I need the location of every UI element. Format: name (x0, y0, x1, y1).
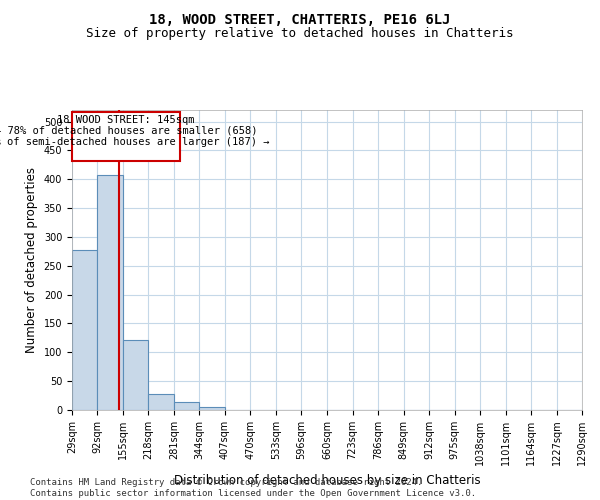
Y-axis label: Number of detached properties: Number of detached properties (25, 167, 38, 353)
Text: 18, WOOD STREET, CHATTERIS, PE16 6LJ: 18, WOOD STREET, CHATTERIS, PE16 6LJ (149, 12, 451, 26)
Text: Size of property relative to detached houses in Chatteris: Size of property relative to detached ho… (86, 28, 514, 40)
Text: 18 WOOD STREET: 145sqm: 18 WOOD STREET: 145sqm (57, 115, 194, 125)
Bar (97, 175, 123, 410)
FancyBboxPatch shape (72, 112, 179, 161)
Text: ← 78% of detached houses are smaller (658): ← 78% of detached houses are smaller (65… (0, 126, 257, 136)
Text: 22% of semi-detached houses are larger (187) →: 22% of semi-detached houses are larger (… (0, 136, 269, 146)
Bar (174, 402, 199, 410)
Text: Contains HM Land Registry data © Crown copyright and database right 2024.
Contai: Contains HM Land Registry data © Crown c… (30, 478, 476, 498)
X-axis label: Distribution of detached houses by size in Chatteris: Distribution of detached houses by size … (173, 474, 481, 486)
Bar (199, 407, 225, 410)
Bar (72, 250, 97, 410)
Bar (123, 340, 148, 410)
Bar (148, 394, 174, 410)
